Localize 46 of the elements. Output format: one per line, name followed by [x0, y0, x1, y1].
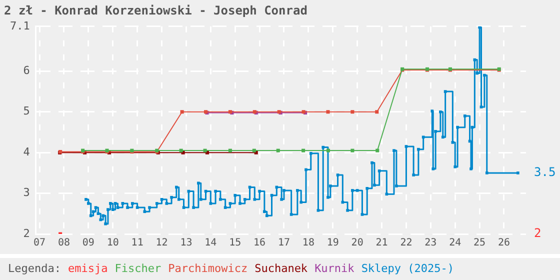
x-tick-label: 15 — [229, 238, 242, 249]
x-tick-label: 17 — [278, 238, 290, 249]
text: Kurnik — [314, 262, 354, 275]
point — [228, 148, 232, 152]
point — [180, 110, 184, 114]
x-tick-label: 22 — [400, 238, 412, 249]
y-tick-label: 6 — [23, 64, 30, 78]
x-tick-label: 21 — [376, 238, 388, 249]
text: 2 — [534, 226, 542, 240]
text: Fischer — [114, 262, 162, 275]
x-tick-label: 20 — [351, 238, 364, 249]
x-tick-label: 09 — [82, 238, 94, 249]
point — [375, 110, 379, 114]
x-tick-label: 23 — [424, 238, 437, 249]
x-tick-label: 11 — [131, 238, 144, 249]
point — [350, 110, 354, 114]
x-tick-label: 19 — [326, 238, 339, 249]
point — [350, 148, 354, 152]
x-tick-label: 10 — [106, 238, 119, 249]
x-tick-label: 24 — [449, 238, 462, 249]
point — [302, 148, 306, 152]
point — [276, 148, 280, 152]
x-tick-label: 26 — [498, 238, 510, 249]
text: emisja — [68, 262, 108, 275]
x-tick-label: 08 — [58, 238, 70, 249]
point — [326, 148, 330, 152]
point — [326, 110, 330, 114]
x-tick-label: 16 — [254, 238, 266, 249]
x-tick-label: 25 — [474, 238, 486, 249]
y-tick-label: 4 — [23, 145, 30, 158]
text: Suchanek — [254, 262, 308, 275]
x-tick-label: 18 — [302, 238, 314, 249]
x-tick-label: 12 — [156, 238, 168, 249]
chart-title: 2 zł - Konrad Korzeniowski - Joseph Conrad — [4, 3, 308, 18]
y-tick-label: 5 — [23, 104, 30, 118]
y-tick-label: 3 — [23, 186, 30, 200]
text: Sklepy (2025-) — [361, 262, 454, 275]
x-tick-label: 13 — [180, 238, 192, 249]
y-tick-label: 2 — [23, 226, 30, 240]
y-tick-label: 7.1 — [10, 19, 30, 32]
x-tick-label: 14 — [204, 238, 217, 249]
text: Parchimowicz — [168, 262, 248, 275]
text: 3.5 — [534, 165, 556, 180]
legend-title: Legenda: — [8, 262, 61, 275]
x-tick-label: 07 — [34, 238, 46, 249]
point — [376, 148, 380, 152]
